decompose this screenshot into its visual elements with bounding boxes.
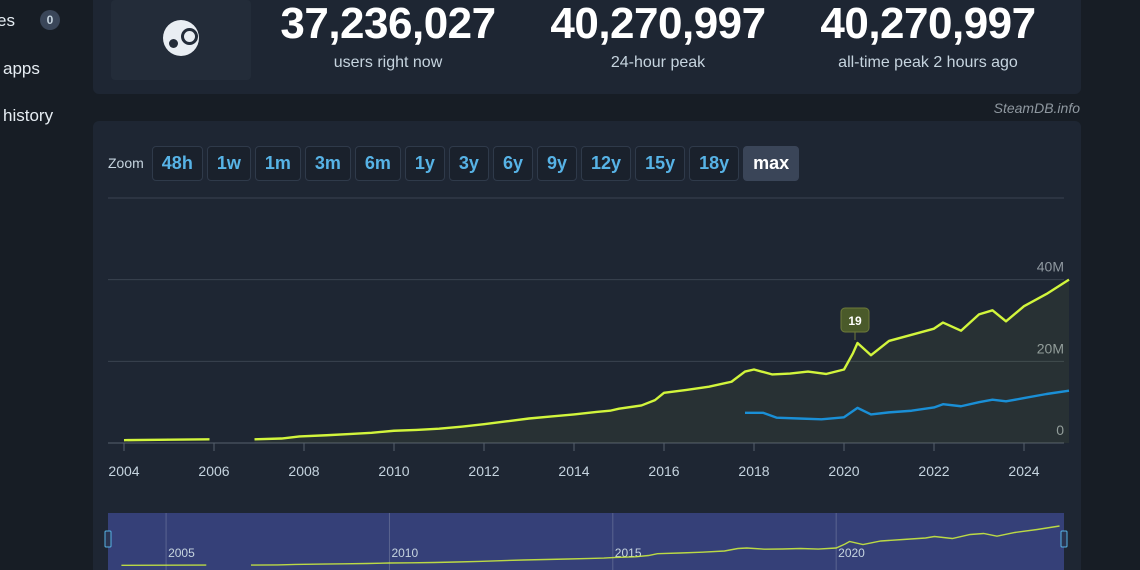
sidebar-count-badge: 0 bbox=[40, 10, 60, 30]
stat-value: 40,270,997 bbox=[550, 0, 766, 48]
zoom-6m-button[interactable]: 6m bbox=[354, 145, 401, 181]
x-tick-label: 2022 bbox=[918, 463, 949, 479]
navigator-handle[interactable] bbox=[1060, 530, 1068, 548]
users-series-line bbox=[254, 278, 1070, 441]
sidebar-nav: es 0 apps history bbox=[0, 0, 80, 570]
x-tick-label: 2024 bbox=[1008, 463, 1039, 479]
navigator-series-line bbox=[250, 525, 1060, 566]
zoom-3y-button[interactable]: 3y bbox=[448, 145, 489, 181]
stat-value: 40,270,997 bbox=[820, 0, 1036, 48]
y-tick-label: 20M bbox=[1037, 340, 1064, 356]
stat-label: all-time peak 2 hours ago bbox=[838, 54, 1018, 71]
x-tick-label: 2010 bbox=[378, 463, 409, 479]
zoom-1m-button[interactable]: 1m bbox=[254, 145, 301, 181]
y-tick-label: 0 bbox=[1056, 422, 1064, 438]
zoom-12y-button[interactable]: 12y bbox=[581, 145, 632, 181]
flag-label: 19 bbox=[848, 314, 862, 328]
x-tick-label: 2008 bbox=[288, 463, 319, 479]
stat-current-users: 37,236,027 users right now bbox=[258, 0, 518, 72]
in-game-series-line bbox=[745, 389, 1070, 421]
navigator-tick-label: 2020 bbox=[838, 546, 865, 560]
zoom-1y-button[interactable]: 1y bbox=[404, 145, 445, 181]
navigator-handle[interactable] bbox=[104, 530, 112, 548]
zoom-48h-button[interactable]: 48h bbox=[151, 145, 203, 181]
credit-link[interactable]: SteamDB.info bbox=[993, 100, 1080, 116]
x-tick-label: 2012 bbox=[468, 463, 499, 479]
zoom-18y-button[interactable]: 18y bbox=[689, 145, 740, 181]
zoom-bar: Zoom 48h 1w 1m 3m 6m 1y 3y 6y 9y 12y 15y… bbox=[108, 145, 803, 181]
stat-value: 37,236,027 bbox=[280, 0, 496, 48]
x-tick-label: 2020 bbox=[828, 463, 859, 479]
zoom-label: Zoom bbox=[108, 155, 144, 171]
sidebar-item-label: history bbox=[3, 106, 54, 125]
zoom-3m-button[interactable]: 3m bbox=[304, 145, 351, 181]
users-series-area bbox=[254, 279, 1069, 443]
stat-24h-peak: 40,270,997 24-hour peak bbox=[528, 0, 788, 72]
stats-header: 37,236,027 users right now 40,270,997 24… bbox=[93, 0, 1081, 94]
x-tick-label: 2006 bbox=[198, 463, 229, 479]
y-tick-label: 40M bbox=[1037, 259, 1064, 275]
logo-box bbox=[111, 0, 251, 80]
sidebar-item-apps[interactable]: apps bbox=[3, 59, 40, 79]
navigator-tick-label: 2005 bbox=[168, 546, 195, 560]
x-tick-label: 2016 bbox=[648, 463, 679, 479]
zoom-15y-button[interactable]: 15y bbox=[635, 145, 686, 181]
x-tick-label: 2004 bbox=[108, 463, 139, 479]
x-tick-label: 2018 bbox=[738, 463, 769, 479]
steam-logo-icon bbox=[163, 20, 199, 56]
sidebar-item-history[interactable]: history bbox=[3, 106, 53, 126]
sidebar-item-es[interactable]: es bbox=[0, 11, 15, 31]
stat-label: users right now bbox=[333, 54, 443, 71]
zoom-6y-button[interactable]: 6y bbox=[492, 145, 533, 181]
navigator-range bbox=[108, 513, 1064, 570]
stat-label: 24-hour peak bbox=[610, 54, 706, 71]
stat-all-time-peak: 40,270,997 all-time peak 2 hours ago bbox=[798, 0, 1058, 72]
sidebar-item-label: es bbox=[0, 11, 15, 30]
x-tick-label: 2014 bbox=[558, 463, 589, 479]
event-flag bbox=[840, 307, 870, 333]
zoom-9y-button[interactable]: 9y bbox=[536, 145, 578, 181]
zoom-1w-button[interactable]: 1w bbox=[206, 145, 251, 181]
users-series-line bbox=[123, 438, 210, 442]
chart-panel bbox=[93, 121, 1081, 570]
navigator-tick-label: 2010 bbox=[391, 546, 418, 560]
zoom-max-button[interactable]: max bbox=[743, 145, 800, 181]
sidebar-item-label: apps bbox=[3, 59, 40, 78]
